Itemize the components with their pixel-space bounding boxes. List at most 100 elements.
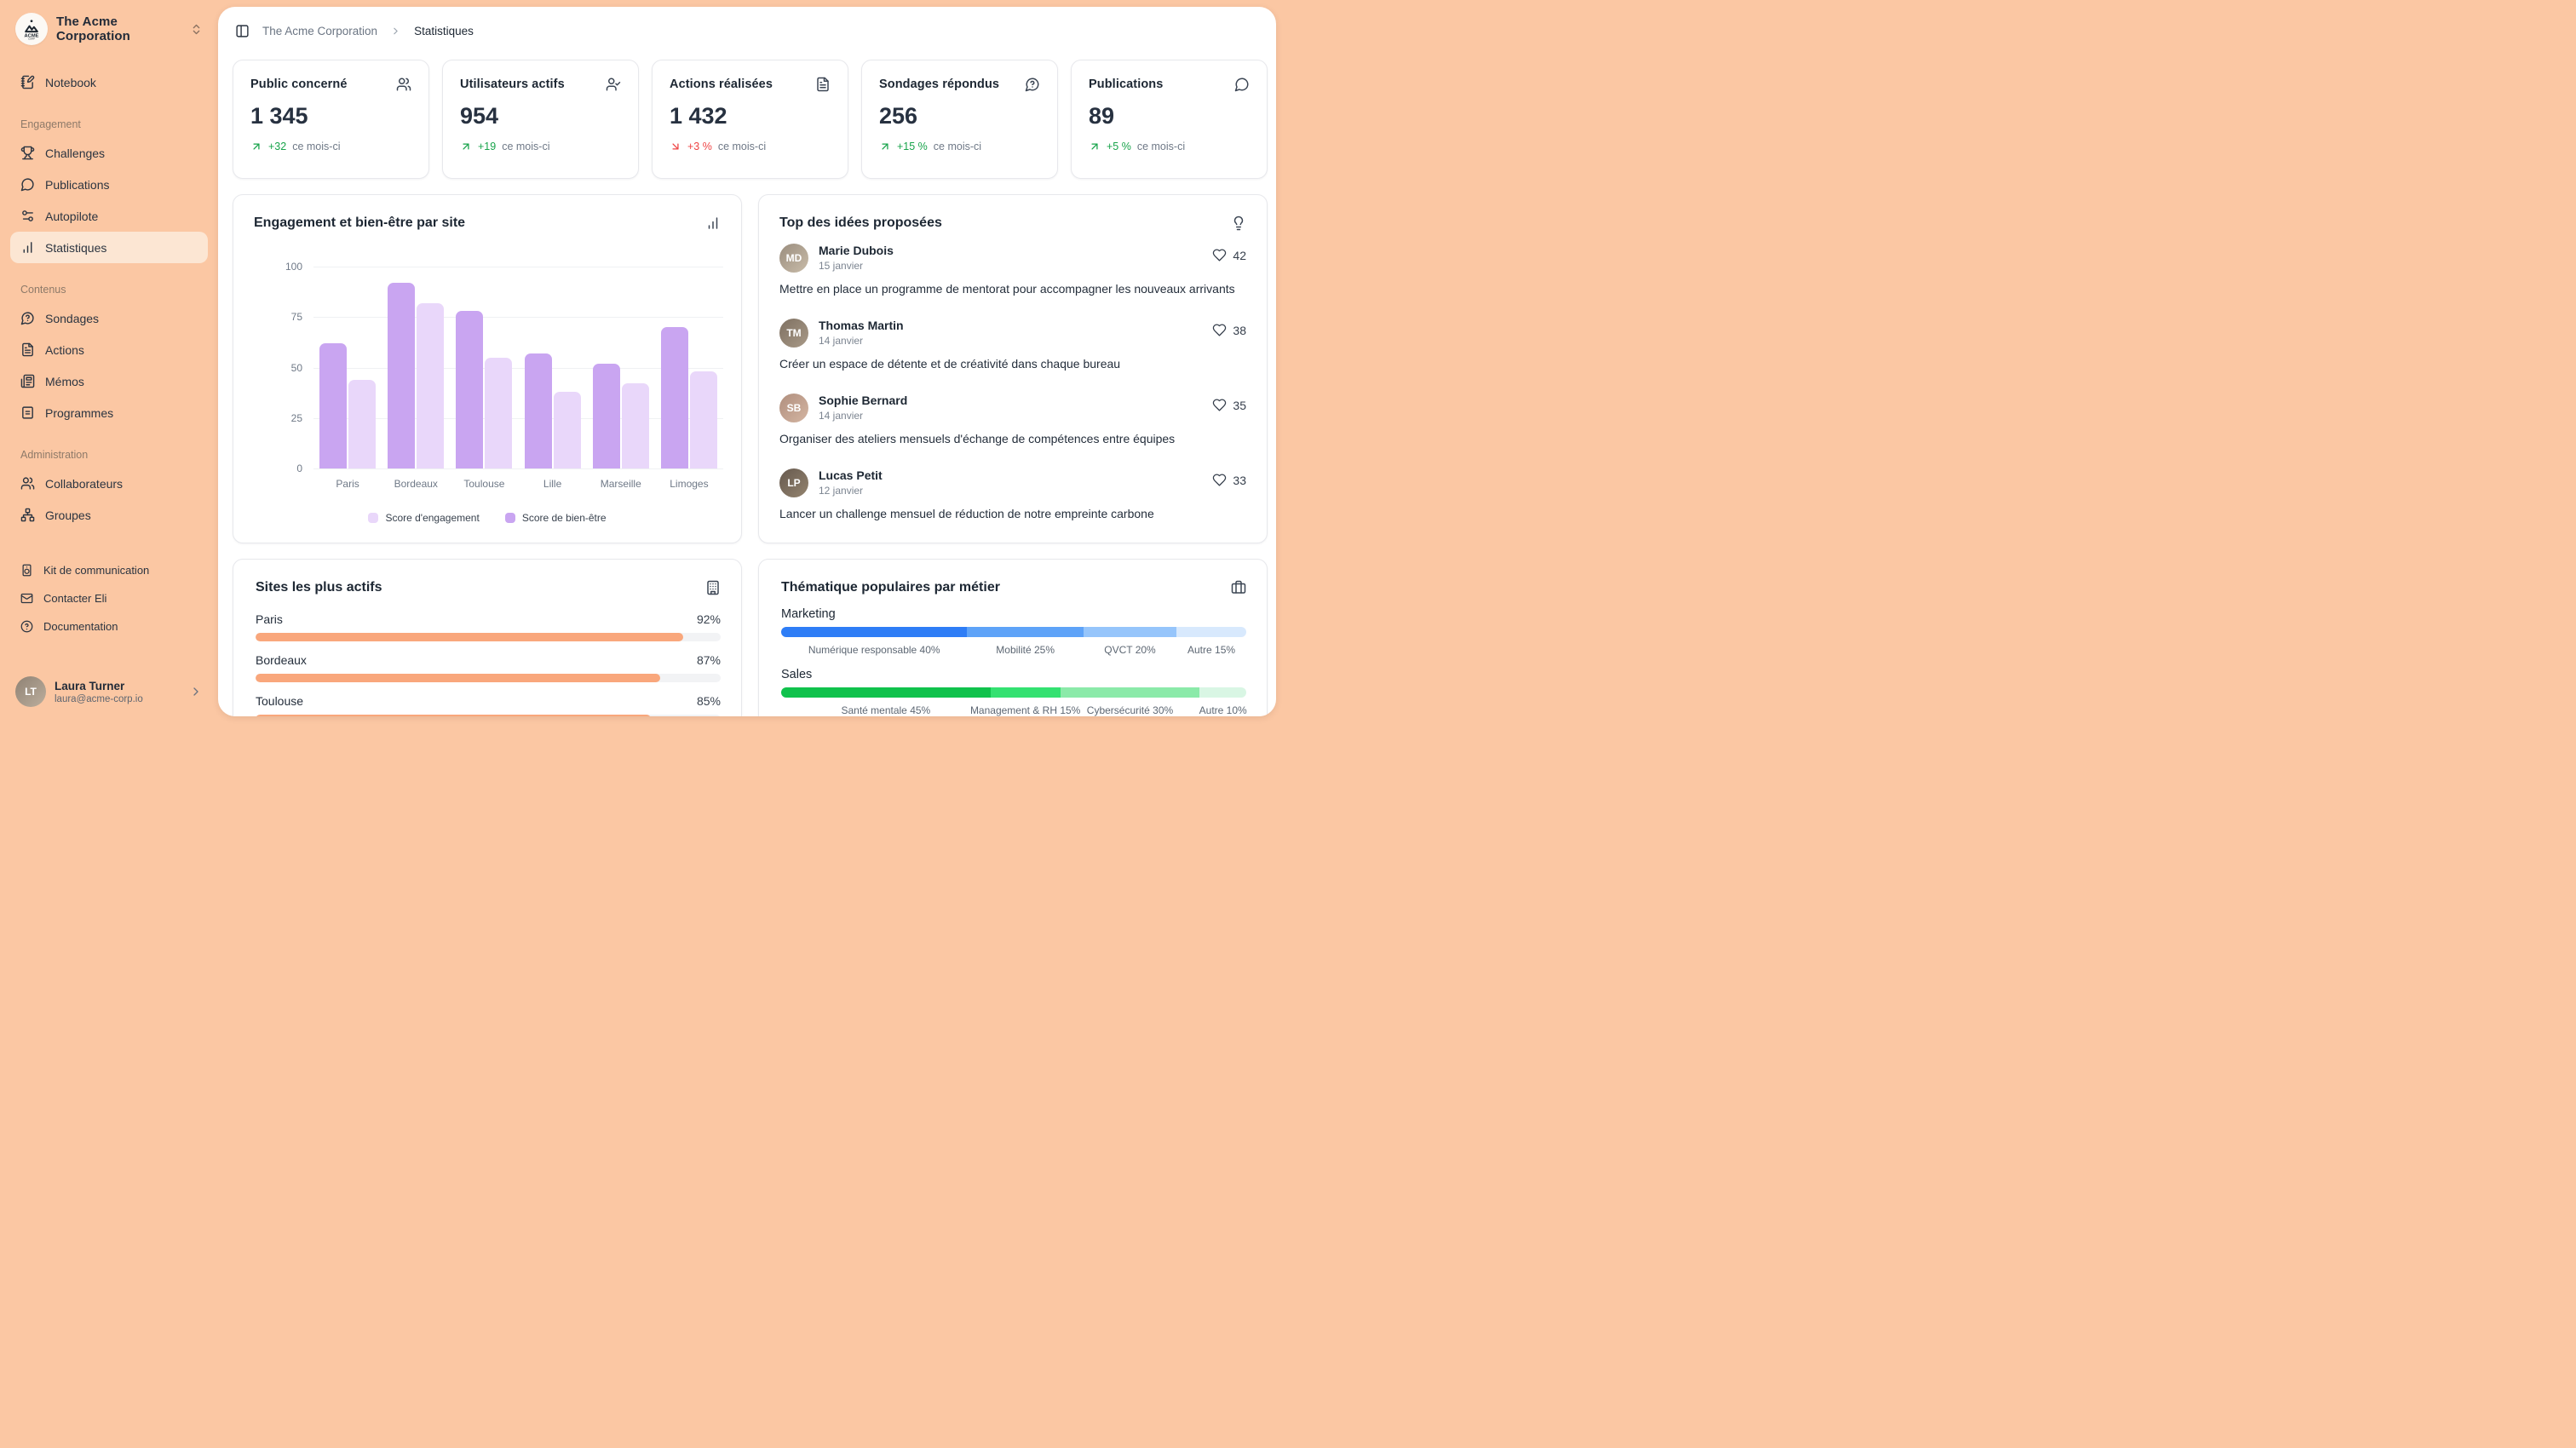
sidebar-item-label: Sondages [45,311,100,325]
message-circle-icon [1234,78,1249,92]
heart-icon [1213,399,1227,411]
theme-segment-label: Autre 10% [1199,704,1247,716]
sidebar-item-label: Contacter Eli [43,592,107,605]
bar-score-d-engagement-toulouse [485,357,513,468]
legend-item-score-d-engagement[interactable]: Score d'engagement [368,512,480,524]
sidebar-item-contacter-eli[interactable]: Contacter Eli [10,584,208,612]
sidebar-item-label: Mémos [45,374,84,388]
stat-card-delta-suffix: ce mois-ci [933,141,982,152]
idea-author-name: Thomas Martin [819,319,904,332]
idea-header: LP Lucas Petit 12 janvier 33 [779,468,1246,497]
sidebar-item-programmes[interactable]: Programmes [10,397,208,428]
bar-score-de-bien-tre-toulouse [456,311,484,468]
legend-label: Score d'engagement [385,512,480,524]
user-name: Laura Turner [55,679,125,692]
ideas-card-title: Top des idées proposées [779,215,942,230]
idea-date: 14 janvier [819,410,864,422]
sidebar-item-documentation[interactable]: Documentation [10,612,208,641]
site-row-paris: Paris 92% [256,612,721,641]
file-text-icon [22,342,33,357]
theme-segment-label: Cybersécurité 30% [1086,704,1174,716]
x-axis-label: Toulouse [463,478,505,490]
y-axis-tick: 100 [285,261,302,273]
user-check-icon [606,78,621,91]
legend-item-score-de-bien-tre[interactable]: Score de bien-être [504,512,607,524]
theme-segment-label: Santé mentale 45% [841,704,931,716]
sidebar-item-statistiques[interactable]: Statistiques [10,232,208,263]
chart-gridline [313,367,723,369]
legend-swatch [504,513,515,523]
sidebar-item-challenges[interactable]: Challenges [10,137,208,169]
sidebar-section-label: Contenus [20,284,66,296]
sidebar-item-m-mos[interactable]: Mémos [10,365,208,397]
sidebar-item-notebook[interactable]: Notebook [10,66,208,98]
speaker-icon [22,564,32,577]
heart-icon [1212,398,1227,412]
users-icon [396,77,411,92]
sidebar-item-actions[interactable]: Actions [10,334,208,365]
idea-like-button[interactable]: 42 [1212,248,1246,262]
idea-header: SB Sophie Bernard 14 janvier 35 [779,394,1246,422]
idea-like-count: 33 [1233,473,1246,487]
legend-swatch [368,513,379,523]
idea-text: Organiser des ateliers mensuels d'échang… [779,432,1176,445]
sidebar-item-sondages[interactable]: Sondages [10,302,208,334]
notebook-icon [20,75,35,89]
briefcase-icon [1231,580,1246,595]
stat-card-delta: +32 ce mois-ci [250,141,411,152]
sidebar-item-autopilote[interactable]: Autopilote [10,200,208,232]
sliders-icon [22,210,33,221]
top-ideas-card: Top des idées proposées MD Marie Dubois 15… [758,194,1268,543]
idea-like-button[interactable]: 33 [1212,473,1246,487]
theme-segment-management-rh [990,687,1061,698]
panel-left-icon[interactable] [235,24,250,38]
site-row-toulouse: Toulouse 85% [256,694,721,716]
stat-card-header: Public concerné [250,77,411,92]
trend-up-icon [1089,141,1101,152]
sidebar-item-publications[interactable]: Publications [10,169,208,200]
stat-card-title: Public concerné [250,78,348,91]
heart-icon [1213,249,1227,261]
bar-score-d-engagement-lille [553,391,581,468]
idea-like-button[interactable]: 35 [1212,398,1246,412]
sidebar-item-label: Publications [45,177,110,192]
heart-icon [1212,473,1227,487]
theme-group-marketing: Marketing Numérique responsable 40% Mobili… [781,607,1246,656]
sidebar-item-kit-de-communication[interactable]: Kit de communication [10,556,208,584]
chevron-right-icon [390,26,401,37]
trend-down-icon [670,141,681,152]
idea-text: Créer un espace de détente et de créativ… [779,357,1121,371]
stat-card-public-concern-: Public concerné 1 345 +32 ce mois-ci [233,60,429,179]
site-name: Bordeaux [256,653,307,667]
idea-author-name: Marie Dubois [819,244,894,257]
trend-up-icon [250,141,262,152]
site-progress-track [256,674,721,682]
breadcrumb-root[interactable]: The Acme Corporation [262,24,378,37]
user-card[interactable]: LT Laura Turner laura@acme-corp.io [10,673,208,710]
sidebar-item-label: Collaborateurs [45,476,124,491]
main-panel: The Acme Corporation Statistiques Public… [218,7,1276,716]
idea-item: TM Thomas Martin 14 janvier 38 Créer un espa… [779,319,1246,372]
bar-score-d-engagement-bordeaux [417,302,445,468]
idea-header: TM Thomas Martin 14 janvier 38 [779,319,1246,348]
sidebar: ACME CORP The Acme Corporation Notebook E… [0,0,218,724]
lightbulb-icon [1233,215,1244,231]
trophy-icon [20,146,35,160]
bar-chart-icon [23,242,32,253]
idea-author-meta: Lucas Petit 12 janvier [819,468,1212,497]
x-axis-label: Marseille [600,478,641,490]
site-progress-fill [256,715,652,716]
idea-author-avatar: LP [779,468,808,497]
bar-chart-icon [708,217,718,229]
sidebar-item-groupes[interactable]: Groupes [10,499,208,531]
stat-card-value: 954 [460,103,499,129]
idea-like-button[interactable]: 38 [1212,323,1246,337]
org-switcher[interactable]: ACME CORP The Acme Corporation [10,12,208,46]
idea-header: MD Marie Dubois 15 janvier 42 [779,244,1246,273]
y-axis-tick: 25 [290,411,302,424]
sidebar-item-collaborateurs[interactable]: Collaborateurs [10,468,208,499]
x-axis-label: Limoges [670,478,709,490]
stat-cards: Public concerné 1 345 +32 ce mois-ci Utilisa… [218,55,1276,179]
theme-segment-autre [1199,687,1246,698]
engagement-chart-card: Engagement et bien-être par site 0 25 50 75… [233,194,742,543]
